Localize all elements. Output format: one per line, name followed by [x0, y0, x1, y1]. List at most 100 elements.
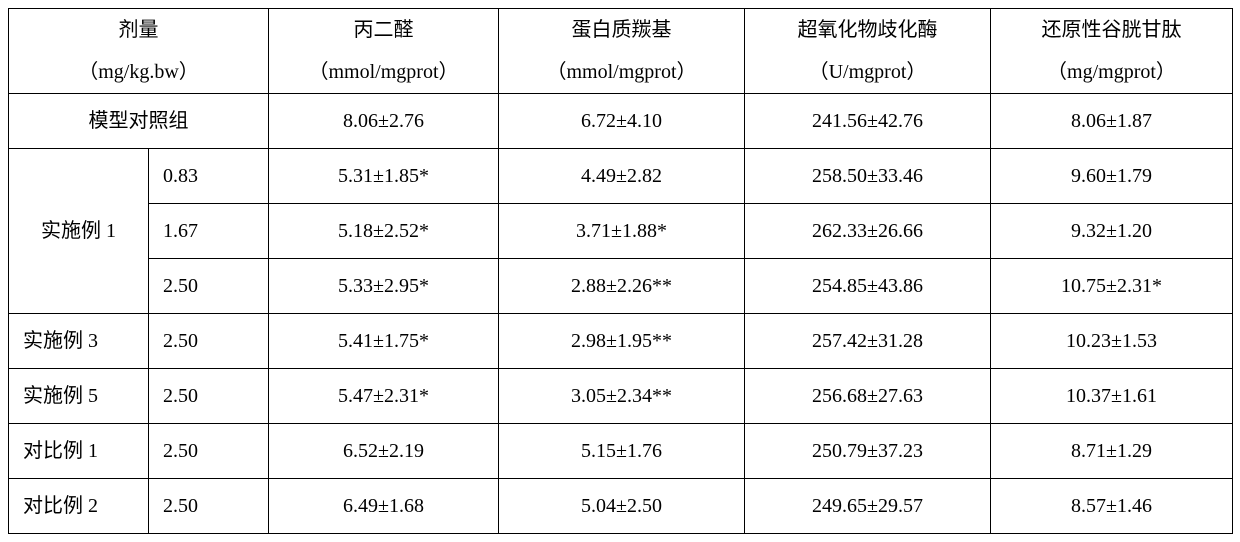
ex1-v0-0: 5.31±1.85*: [269, 149, 499, 204]
cell-value: 5.04±2.50: [499, 479, 744, 533]
single-row-0-label: 实施例 3: [9, 314, 149, 369]
header-col-1: 蛋白质羰基 （mmol/mgprot）: [499, 9, 745, 94]
ex1-row-1: 1.67 5.18±2.52* 3.71±1.88* 262.33±26.66 …: [9, 204, 1233, 259]
cell-value: 4.49±2.82: [499, 149, 744, 203]
cell-value: 实施例 3: [9, 314, 148, 368]
single-row-3: 对比例 2 2.50 6.49±1.68 5.04±2.50 249.65±29…: [9, 479, 1233, 534]
header-col-1-label: 蛋白质羰基: [499, 9, 744, 51]
cell-value: 8.06±2.76: [269, 94, 498, 148]
cell-value: 2.50: [149, 424, 268, 478]
cell-value: 9.60±1.79: [991, 149, 1232, 203]
model-control-v3: 8.06±1.87: [991, 94, 1233, 149]
header-dose-label: 剂量: [9, 9, 268, 51]
single-row-3-dose: 2.50: [149, 479, 269, 534]
cell-value: 262.33±26.66: [745, 204, 990, 258]
cell-value: 5.41±1.75*: [269, 314, 498, 368]
single-row-2-v2: 250.79±37.23: [745, 424, 991, 479]
data-table: 剂量 （mg/kg.bw） 丙二醛 （mmol/mgprot） 蛋白质羰基 （m…: [8, 8, 1233, 534]
single-row-3-label: 对比例 2: [9, 479, 149, 534]
header-col-1-unit: （mmol/mgprot）: [499, 51, 744, 93]
model-control-v0: 8.06±2.76: [269, 94, 499, 149]
single-row-2: 对比例 1 2.50 6.52±2.19 5.15±1.76 250.79±37…: [9, 424, 1233, 479]
ex1-v2-1: 2.88±2.26**: [499, 259, 745, 314]
cell-value: 9.32±1.20: [991, 204, 1232, 258]
single-row-3-v3: 8.57±1.46: [991, 479, 1233, 534]
model-control-v2: 241.56±42.76: [745, 94, 991, 149]
header-col-3-unit: （mg/mgprot）: [991, 51, 1232, 93]
model-control-label-text: 模型对照组: [9, 94, 268, 148]
single-row-2-dose: 2.50: [149, 424, 269, 479]
single-row-1-v2: 256.68±27.63: [745, 369, 991, 424]
single-row-2-v3: 8.71±1.29: [991, 424, 1233, 479]
cell-value: 对比例 2: [9, 479, 148, 533]
cell-value: 0.83: [149, 149, 268, 203]
single-row-0-v3: 10.23±1.53: [991, 314, 1233, 369]
ex1-v0-2: 258.50±33.46: [745, 149, 991, 204]
ex1-v2-3: 10.75±2.31*: [991, 259, 1233, 314]
header-dose: 剂量 （mg/kg.bw）: [9, 9, 269, 94]
header-col-0: 丙二醛 （mmol/mgprot）: [269, 9, 499, 94]
single-row-1-dose: 2.50: [149, 369, 269, 424]
ex1-dose-2: 2.50: [149, 259, 269, 314]
header-col-3-label: 还原性谷胱甘肽: [991, 9, 1232, 51]
cell-value: 250.79±37.23: [745, 424, 990, 478]
single-row-1-label: 实施例 5: [9, 369, 149, 424]
cell-value: 2.50: [149, 314, 268, 368]
header-col-3: 还原性谷胱甘肽 （mg/mgprot）: [991, 9, 1233, 94]
model-control-row: 模型对照组 8.06±2.76 6.72±4.10 241.56±42.76 8…: [9, 94, 1233, 149]
cell-value: 258.50±33.46: [745, 149, 990, 203]
cell-value: 249.65±29.57: [745, 479, 990, 533]
cell-value: 5.33±2.95*: [269, 259, 498, 313]
cell-value: 6.52±2.19: [269, 424, 498, 478]
ex1-v0-3: 9.60±1.79: [991, 149, 1233, 204]
cell-value: 2.98±1.95**: [499, 314, 744, 368]
single-row-2-v0: 6.52±2.19: [269, 424, 499, 479]
ex1-v1-0: 5.18±2.52*: [269, 204, 499, 259]
ex1-v0-1: 4.49±2.82: [499, 149, 745, 204]
header-col-2-unit: （U/mgprot）: [745, 51, 990, 93]
header-dose-unit: （mg/kg.bw）: [9, 51, 268, 93]
single-row-1-v1: 3.05±2.34**: [499, 369, 745, 424]
header-col-0-label: 丙二醛: [269, 9, 498, 51]
header-row: 剂量 （mg/kg.bw） 丙二醛 （mmol/mgprot） 蛋白质羰基 （m…: [9, 9, 1233, 94]
cell-value: 241.56±42.76: [745, 94, 990, 148]
cell-value: 2.50: [149, 259, 268, 313]
cell-value: 6.72±4.10: [499, 94, 744, 148]
ex1-row-2: 2.50 5.33±2.95* 2.88±2.26** 254.85±43.86…: [9, 259, 1233, 314]
cell-value: 10.75±2.31*: [991, 259, 1232, 313]
model-control-label: 模型对照组: [9, 94, 269, 149]
cell-value: 8.57±1.46: [991, 479, 1232, 533]
single-row-2-v1: 5.15±1.76: [499, 424, 745, 479]
header-col-2-label: 超氧化物歧化酶: [745, 9, 990, 51]
single-row-0: 实施例 3 2.50 5.41±1.75* 2.98±1.95** 257.42…: [9, 314, 1233, 369]
single-row-3-v0: 6.49±1.68: [269, 479, 499, 534]
cell-value: 10.37±1.61: [991, 369, 1232, 423]
cell-value: 3.05±2.34**: [499, 369, 744, 423]
ex1-v2-0: 5.33±2.95*: [269, 259, 499, 314]
ex1-dose-1: 1.67: [149, 204, 269, 259]
ex1-v1-1: 3.71±1.88*: [499, 204, 745, 259]
cell-value: 257.42±31.28: [745, 314, 990, 368]
single-row-1-v0: 5.47±2.31*: [269, 369, 499, 424]
cell-value: 8.71±1.29: [991, 424, 1232, 478]
single-row-3-v2: 249.65±29.57: [745, 479, 991, 534]
single-row-0-v1: 2.98±1.95**: [499, 314, 745, 369]
cell-value: 5.31±1.85*: [269, 149, 498, 203]
cell-value: 10.23±1.53: [991, 314, 1232, 368]
ex1-dose-0: 0.83: [149, 149, 269, 204]
single-row-2-label: 对比例 1: [9, 424, 149, 479]
ex1-label: 实施例 1: [9, 149, 149, 314]
model-control-v1: 6.72±4.10: [499, 94, 745, 149]
ex1-label-text: 实施例 1: [9, 204, 148, 258]
ex1-v2-2: 254.85±43.86: [745, 259, 991, 314]
header-col-0-unit: （mmol/mgprot）: [269, 51, 498, 93]
single-row-0-v0: 5.41±1.75*: [269, 314, 499, 369]
cell-value: 2.50: [149, 369, 268, 423]
cell-value: 5.15±1.76: [499, 424, 744, 478]
single-row-1-v3: 10.37±1.61: [991, 369, 1233, 424]
single-row-3-v1: 5.04±2.50: [499, 479, 745, 534]
ex1-v1-3: 9.32±1.20: [991, 204, 1233, 259]
cell-value: 254.85±43.86: [745, 259, 990, 313]
header-col-2: 超氧化物歧化酶 （U/mgprot）: [745, 9, 991, 94]
ex1-row-0: 实施例 1 0.83 5.31±1.85* 4.49±2.82 258.50±3…: [9, 149, 1233, 204]
